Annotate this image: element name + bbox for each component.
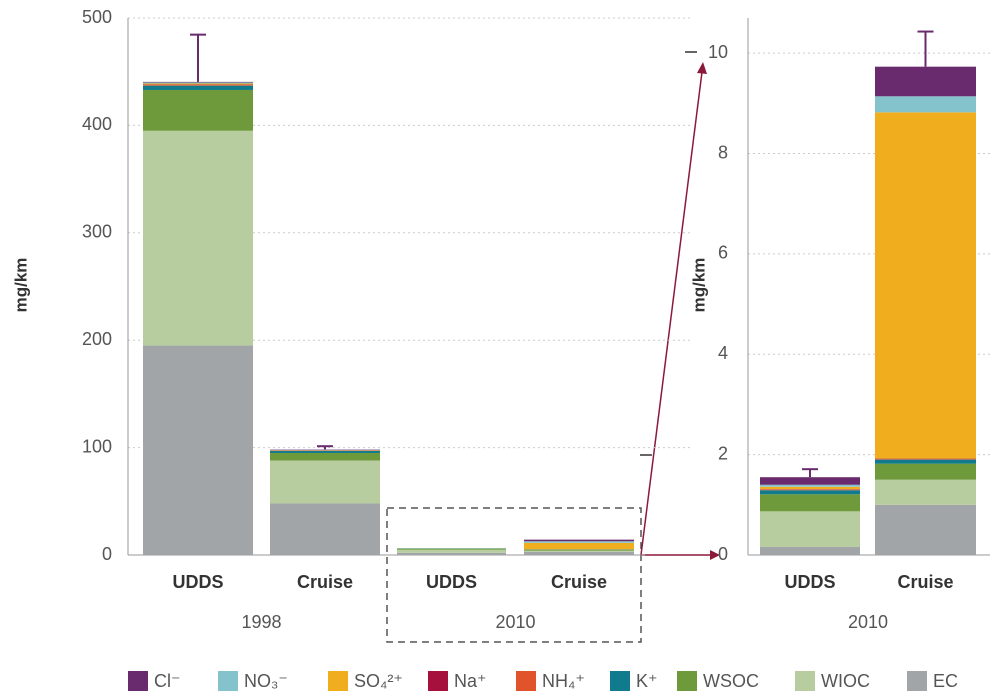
bar-segment [524, 550, 634, 552]
bar-segment [143, 84, 253, 86]
y-axis-label: mg/km [11, 258, 30, 313]
bar-segment [143, 82, 253, 84]
bar-segment [397, 552, 506, 555]
legend-label: K⁺ [636, 671, 658, 691]
x-tick-label: Cruise [897, 572, 953, 592]
legend-label: NO₃⁻ [244, 671, 288, 691]
legend-label: SO₄²⁺ [354, 671, 403, 691]
legend-swatch [428, 671, 448, 691]
bar-segment [875, 112, 976, 459]
bar-segment [397, 548, 506, 550]
bar-segment [270, 503, 380, 555]
legend-label: Cl⁻ [154, 671, 181, 691]
bar-segment [143, 85, 253, 86]
x-tick-label: Cruise [297, 572, 353, 592]
bar-segment [760, 489, 860, 490]
bar-segment [760, 477, 860, 485]
bar-segment [875, 66, 976, 97]
x-tick-label: UDDS [426, 572, 477, 592]
bar-segment [524, 541, 634, 543]
bar-segment [875, 479, 976, 505]
legend-swatch [795, 671, 815, 691]
y-tick-label: 10 [708, 42, 728, 62]
bar-segment [524, 542, 634, 550]
bar-segment [875, 463, 976, 480]
bar-segment [270, 450, 380, 453]
y-tick-label: 200 [82, 329, 112, 349]
arrow-head [697, 62, 707, 74]
y-tick-label: 400 [82, 114, 112, 134]
bar-segment [760, 546, 860, 555]
zoom-box [386, 507, 642, 643]
legend-label: WSOC [703, 671, 759, 691]
y-tick-label: 0 [718, 544, 728, 564]
group-label: 2010 [495, 612, 535, 632]
bar-segment [143, 345, 253, 555]
legend-swatch [328, 671, 348, 691]
legend-label: EC [933, 671, 958, 691]
x-tick-label: UDDS [172, 572, 223, 592]
bar-segment [143, 85, 253, 90]
legend-label: Na⁺ [454, 671, 487, 691]
bar-segment [760, 489, 860, 491]
legend-swatch [907, 671, 927, 691]
y-tick-label: 500 [82, 7, 112, 27]
y-tick-label: 8 [718, 142, 728, 162]
y-tick-label: 6 [718, 243, 728, 263]
zoom-arrow [640, 71, 703, 556]
bar-segment [524, 551, 634, 555]
x-tick-label: UDDS [784, 572, 835, 592]
bar-segment [875, 458, 976, 460]
bar-segment [143, 89, 253, 131]
bar-segment [875, 459, 976, 464]
y-tick-label: 2 [718, 443, 728, 463]
bar-segment [875, 504, 976, 555]
bar-segment [875, 96, 976, 113]
bar-segment [143, 81, 253, 83]
legend-swatch [677, 671, 697, 691]
y-tick-label: 300 [82, 222, 112, 242]
y-tick-label: 100 [82, 436, 112, 456]
bar-segment [270, 452, 380, 461]
legend-swatch [610, 671, 630, 691]
bar-segment [143, 83, 253, 85]
legend-swatch [516, 671, 536, 691]
group-label: 2010 [848, 612, 888, 632]
legend-label: WIOC [821, 671, 870, 691]
bar-segment [760, 484, 860, 487]
bar-segment [760, 511, 860, 547]
bar-segment [524, 539, 634, 542]
legend-swatch [128, 671, 148, 691]
x-tick-label: Cruise [551, 572, 607, 592]
bar-segment [760, 486, 860, 490]
bar-segment [875, 459, 976, 460]
legend-swatch [218, 671, 238, 691]
bar-segment [270, 460, 380, 504]
group-label: 1998 [241, 612, 281, 632]
bar-segment [524, 549, 634, 551]
bar-segment [760, 490, 860, 495]
arrow-head [710, 550, 720, 560]
legend-label: NH₄⁺ [542, 671, 585, 691]
y-axis-label: mg/km [689, 258, 708, 313]
bar-segment [760, 494, 860, 512]
y-tick-label: 4 [718, 343, 728, 363]
bar-segment [397, 549, 506, 553]
bar-segment [143, 130, 253, 346]
y-tick-label: 0 [102, 544, 112, 564]
